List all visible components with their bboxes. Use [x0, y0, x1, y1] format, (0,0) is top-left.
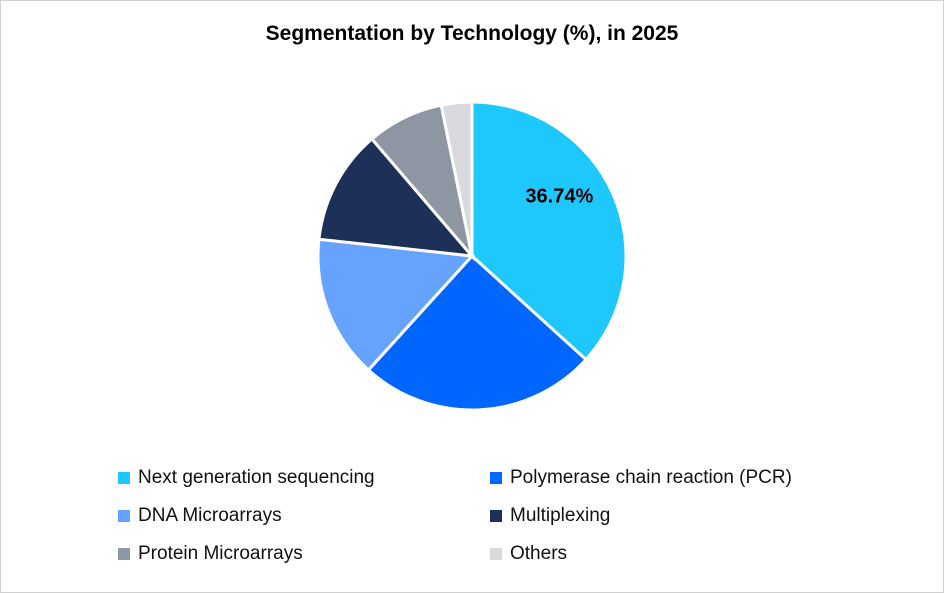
legend-item: Multiplexing: [490, 504, 870, 528]
legend-swatch: [490, 510, 502, 522]
data-label-0: 36.74%: [525, 186, 593, 208]
legend-label: Others: [510, 543, 568, 564]
pie-slice-0: [470, 100, 628, 362]
legend-label: Polymerase chain reaction (PCR): [510, 467, 792, 488]
chart-title: Segmentation by Technology (%), in 2025: [265, 22, 679, 45]
legend-swatch: [490, 548, 502, 560]
pie-slice-1: [366, 253, 589, 412]
legend-label: DNA Microarrays: [138, 505, 282, 526]
legend-swatch: [490, 472, 502, 484]
legend: Next generation sequencing Polymerase cha…: [118, 466, 878, 566]
legend-label: Multiplexing: [510, 505, 611, 526]
legend-swatch: [118, 510, 130, 522]
legend-label: Protein Microarrays: [138, 543, 303, 564]
legend-item: Polymerase chain reaction (PCR): [490, 466, 870, 490]
legend-swatch: [118, 472, 130, 484]
legend-label: Next generation sequencing: [138, 467, 375, 488]
legend-item: Protein Microarrays: [118, 542, 490, 566]
pie-slice-5: [439, 100, 474, 257]
legend-swatch: [118, 548, 130, 560]
legend-item: Others: [490, 542, 870, 566]
legend-item: DNA Microarrays: [118, 504, 490, 528]
pie-slice-3: [317, 136, 476, 258]
pie-slice-2: [316, 237, 476, 373]
legend-item: Next generation sequencing: [118, 466, 490, 490]
